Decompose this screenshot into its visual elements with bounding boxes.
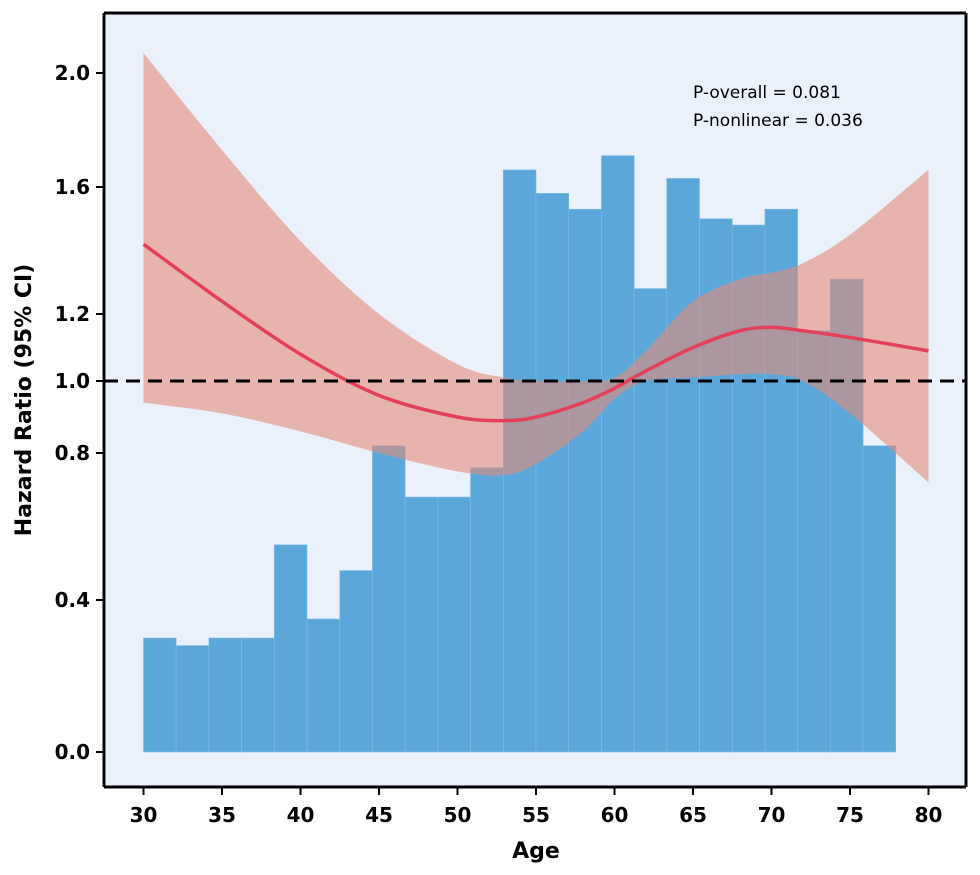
x-tick-label: 60 (601, 803, 629, 827)
x-tick-label: 55 (522, 803, 550, 827)
y-tick-label: 0.8 (55, 441, 90, 465)
x-tick-label: 45 (365, 803, 393, 827)
histogram-bar (666, 178, 700, 753)
histogram-bar (175, 645, 210, 753)
x-tick-label: 65 (679, 803, 707, 827)
histogram-bar (601, 155, 635, 753)
y-axis-title: Hazard Ratio (95% CI) (12, 264, 37, 537)
y-tick-label: 0.0 (55, 740, 90, 764)
histogram-bar (404, 496, 439, 753)
y-tick-label: 1.2 (55, 302, 90, 326)
y-tick-label: 0.4 (55, 588, 90, 612)
x-axis-ticks: 30 35 40 45 50 55 60 65 70 75 80 (130, 787, 943, 827)
x-tick-label: 70 (758, 803, 786, 827)
hazard-ratio-curve (142, 242, 929, 423)
histogram-bar (437, 496, 471, 753)
x-tick-label: 80 (915, 803, 943, 827)
y-tick-label: 1.6 (55, 175, 90, 199)
x-tick-label: 50 (444, 803, 472, 827)
histogram-bar (143, 637, 177, 753)
histogram-bar (241, 637, 275, 753)
x-tick-label: 40 (287, 803, 315, 827)
x-tick-label: 75 (836, 803, 864, 827)
histogram-bar (273, 544, 308, 753)
p-nonlinear-annotation: P-nonlinear = 0.036 (693, 111, 863, 131)
histogram-bar (535, 193, 570, 753)
y-tick-label: 2.0 (55, 61, 90, 85)
y-axis-ticks: 0.0 0.4 0.8 1.0 1.2 1.6 2.0 (55, 61, 104, 764)
histogram-bar (568, 208, 602, 753)
x-tick-label: 30 (130, 803, 158, 827)
histogram-bar (470, 467, 504, 753)
histogram-bar (372, 445, 406, 753)
histogram-bar (306, 618, 341, 753)
histogram-bar (797, 330, 831, 753)
x-axis-title: Age (512, 839, 560, 864)
x-tick-label: 35 (208, 803, 236, 827)
p-overall-annotation: P-overall = 0.081 (693, 83, 841, 103)
histogram-bar (208, 637, 242, 753)
y-tick-label: 1.0 (55, 369, 90, 393)
histogram-bar (339, 570, 373, 753)
histogram-bar (862, 445, 897, 753)
